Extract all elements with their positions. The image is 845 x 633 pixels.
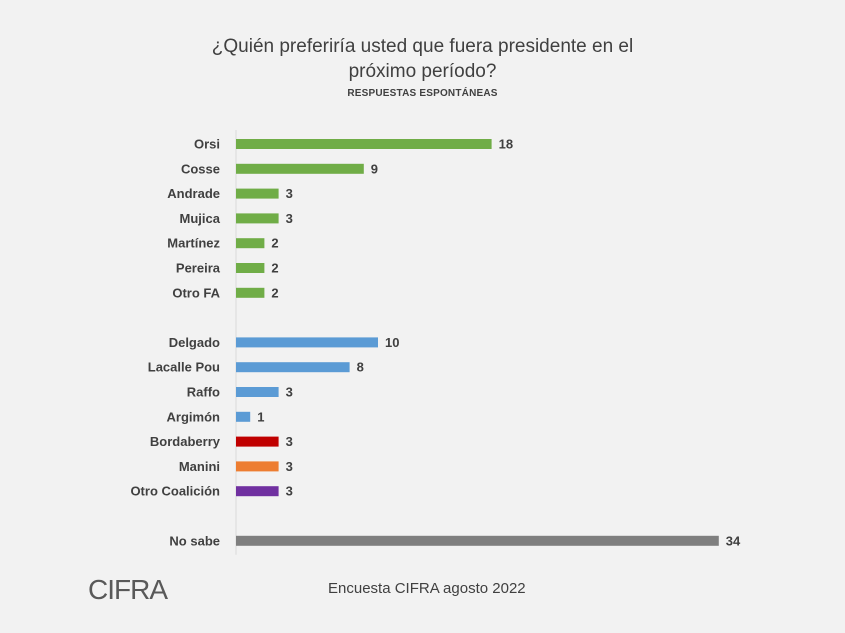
data-label: 3: [286, 459, 293, 474]
bar: [236, 213, 279, 224]
bar: [236, 263, 265, 273]
chart-subtitle: RESPUESTAS ESPONTÁNEAS: [347, 88, 498, 99]
bar: [236, 139, 492, 149]
category-label: Mujica: [180, 211, 221, 226]
category-label: Manini: [179, 459, 220, 474]
data-label: 18: [499, 137, 513, 152]
category-label: Lacalle Pou: [148, 360, 220, 375]
bar: [236, 486, 279, 497]
category-label: Otro FA: [172, 285, 220, 300]
bar: [236, 362, 350, 373]
source-text: Encuesta CIFRA agosto 2022: [328, 580, 526, 597]
svg-text:CIFRA: CIFRA: [88, 574, 168, 605]
chart-header: ¿Quién preferiría usted que fuera presid…: [0, 34, 845, 99]
category-label: Argimón: [167, 409, 221, 424]
data-label: 3: [286, 484, 293, 499]
data-label: 3: [286, 211, 293, 226]
data-label: 34: [726, 533, 741, 548]
bar: [236, 337, 378, 348]
category-label: Delgado: [169, 335, 220, 350]
bar: [236, 238, 265, 249]
bar: [236, 461, 279, 472]
category-label: Martínez: [167, 236, 220, 251]
category-label: Cosse: [181, 161, 220, 176]
bar: [236, 411, 251, 422]
data-label: 1: [257, 409, 264, 424]
chart-title: ¿Quién preferiría usted que fuera presid…: [211, 36, 634, 82]
data-label: 2: [271, 236, 278, 251]
bar: [236, 436, 279, 447]
category-label: Andrade: [167, 186, 220, 201]
bar: [236, 387, 279, 397]
data-label: 10: [385, 335, 399, 350]
bar: [236, 163, 364, 174]
data-label: 3: [286, 434, 293, 449]
bar: [236, 188, 279, 199]
data-label: 9: [371, 161, 378, 176]
data-label: 2: [271, 261, 278, 276]
data-label: 8: [357, 360, 364, 375]
data-label: 3: [286, 385, 293, 400]
category-label: Bordaberry: [150, 434, 221, 449]
category-label: Raffo: [187, 385, 220, 400]
category-label: Orsi: [194, 137, 220, 152]
category-label: Otro Coalición: [130, 484, 220, 499]
category-label: No sabe: [169, 533, 220, 548]
data-label: 2: [271, 285, 278, 300]
category-label: Pereira: [176, 261, 221, 276]
data-label: 3: [286, 186, 293, 201]
cifra-logo: CIFRA: [88, 570, 168, 606]
bar: [236, 535, 719, 546]
bar: [236, 287, 265, 298]
